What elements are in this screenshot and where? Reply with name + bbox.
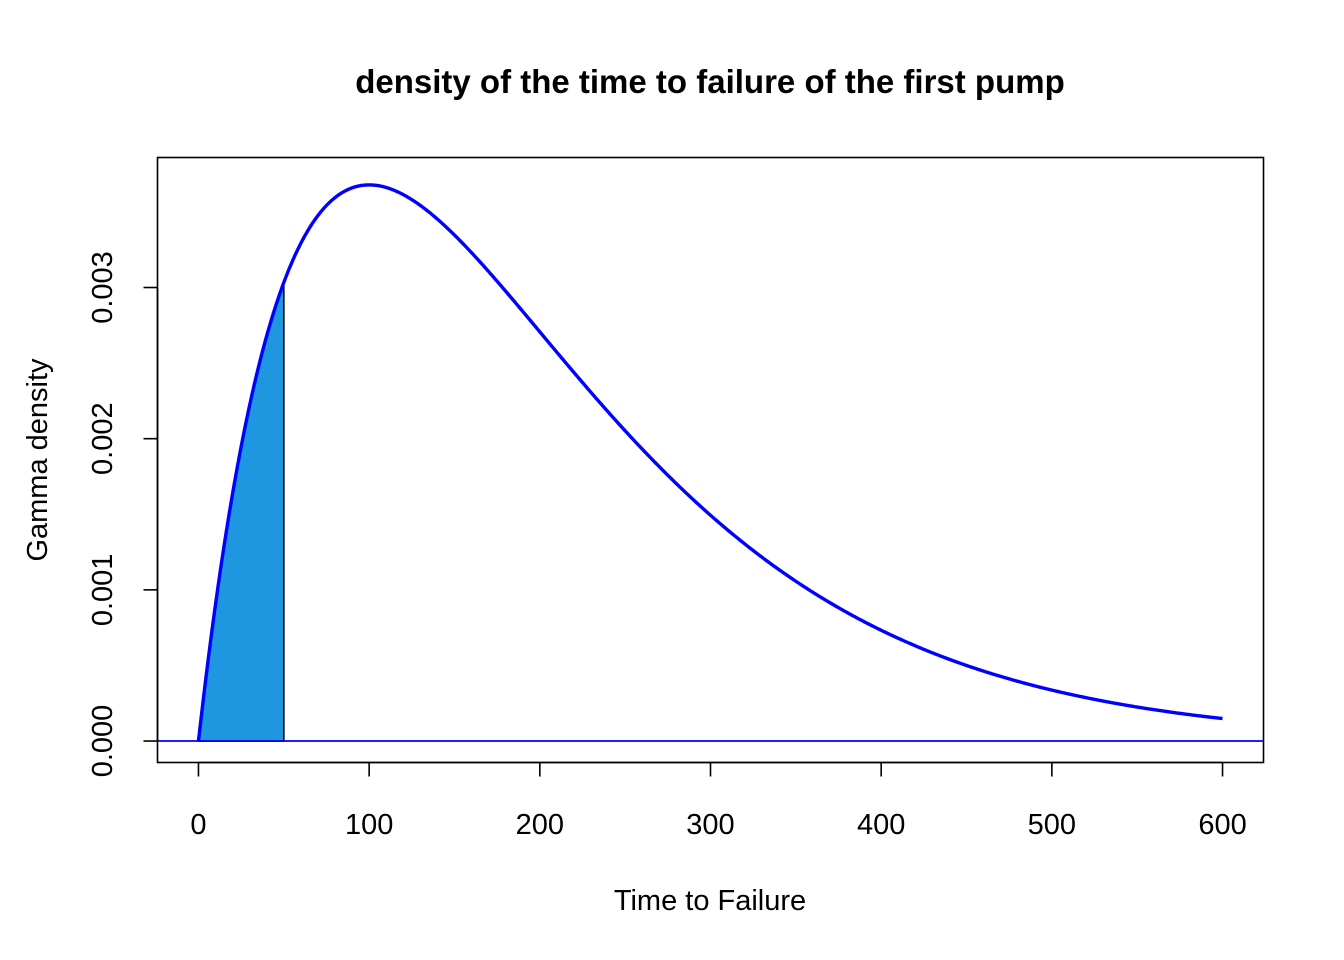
shaded-area <box>197 282 285 742</box>
x-axis-label: Time to Failure <box>614 885 806 917</box>
y-axis-label: Gamma density <box>22 358 54 562</box>
plot-area <box>157 183 1264 742</box>
y-tick-label: 0.002 <box>87 402 119 475</box>
y-axis: 0.000 0.001 0.002 0.003 <box>87 251 159 778</box>
y-tick-label: 0.001 <box>87 554 119 627</box>
x-tick-label: 300 <box>686 809 734 841</box>
x-tick-label: 0 <box>190 809 206 841</box>
x-tick-label: 100 <box>345 809 393 841</box>
y-tick-label: 0.003 <box>87 251 119 324</box>
y-tick-label: 0.000 <box>87 705 119 778</box>
chart-title: density of the time to failure of the fi… <box>355 63 1065 100</box>
x-tick-label: 500 <box>1028 809 1076 841</box>
x-tick-label: 600 <box>1198 809 1246 841</box>
x-axis: 0 100 200 300 400 500 600 <box>190 761 1247 841</box>
density-curve <box>196 183 1223 742</box>
x-tick-label: 200 <box>516 809 564 841</box>
x-tick-label: 400 <box>857 809 905 841</box>
plot-frame <box>156 156 1265 764</box>
